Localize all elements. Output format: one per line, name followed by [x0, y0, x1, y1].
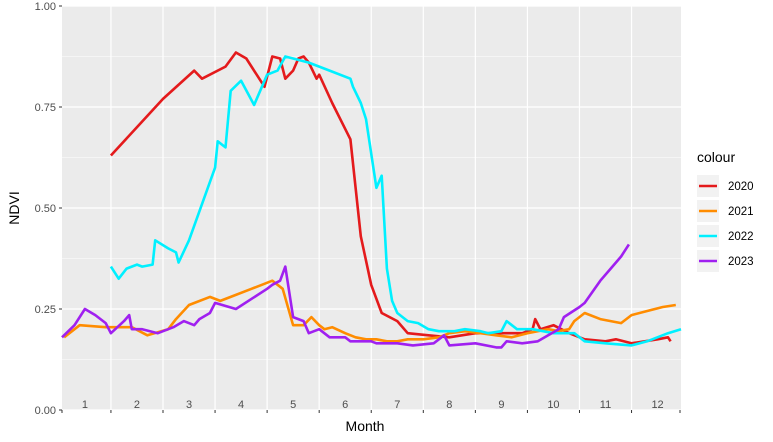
y-tick-label: 0.75	[35, 102, 56, 114]
series-line-2021	[63, 279, 676, 343]
y-axis-ticks: 0.00 0.25 0.50 0.75 1.00	[35, 1, 62, 417]
x-tick-label: 4	[238, 399, 244, 411]
x-tick-label: 8	[446, 399, 452, 411]
series-line-2023	[61, 243, 630, 349]
legend-label-2020: 2020	[728, 181, 754, 193]
y-tick-label: 0.25	[35, 304, 56, 316]
x-tick-label: 1	[82, 399, 88, 411]
x-tick-label: 12	[651, 399, 663, 411]
x-tick-label: 2	[134, 399, 140, 411]
y-tick-label: 0.50	[35, 203, 56, 215]
x-tick-label: 9	[498, 399, 504, 411]
legend-label-2023: 2023	[728, 256, 754, 268]
x-tick-label: 6	[342, 399, 348, 411]
legend-title: colour	[697, 149, 735, 165]
legend-label-2022: 2022	[728, 231, 754, 243]
y-axis-title: NDVI	[6, 191, 22, 224]
x-axis-title: Month	[346, 418, 385, 434]
x-tick-label: 3	[186, 399, 192, 411]
x-tick-label: 10	[547, 399, 559, 411]
legend: colour 2020 2021 2022 2023	[697, 149, 754, 272]
x-tick-label: 7	[394, 399, 400, 411]
x-axis-ticks: 1 2 3 4 5 6 7 8 9 10 11 12	[61, 399, 681, 413]
x-tick-label: 5	[290, 399, 296, 411]
legend-items: 2020 2021 2022 2023	[697, 175, 754, 272]
y-tick-label: 0.00	[35, 405, 56, 417]
legend-label-2021: 2021	[728, 206, 754, 218]
y-tick-label: 1.00	[35, 1, 56, 13]
series-layer	[61, 51, 682, 349]
series-line-2022	[109, 55, 682, 347]
x-tick-label: 11	[600, 399, 611, 411]
